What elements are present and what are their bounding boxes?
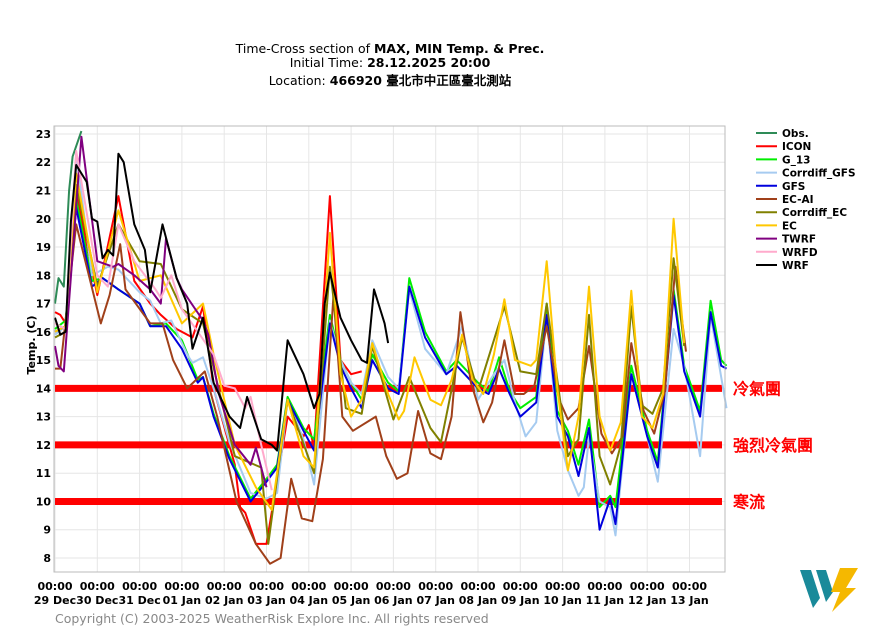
legend-label: G_13	[782, 154, 810, 166]
legend-label: WRFD	[782, 247, 818, 259]
x-tick-time: 00:00	[291, 580, 326, 593]
y-tick-labels: 8 9 10 11 12 13 14 15 16 17 18 19 20 21 22 23	[36, 128, 52, 565]
y-tick-label: 13	[36, 411, 51, 424]
x-tick-date: 05 Jan	[332, 594, 370, 607]
weatherrisk-logo	[800, 568, 858, 612]
series-line-corrdiff-ec	[54, 183, 686, 545]
x-tick-date: 10 Jan	[543, 594, 581, 607]
chart-title: Time-Cross section of MAX, MIN Temp. & P…	[235, 41, 545, 88]
x-tick-date: 07 Jan	[416, 594, 454, 607]
plot-frame	[53, 125, 726, 573]
legend-label: GFS	[782, 181, 805, 193]
y-tick-label: 22	[36, 156, 51, 169]
x-tick-time: 00:00	[334, 580, 369, 593]
legend-label: WRF	[782, 260, 809, 272]
series-line-obs-	[54, 130, 83, 304]
y-tick-label: 9	[43, 524, 51, 537]
y-tick-label: 14	[36, 382, 52, 395]
x-tick-date: 03 Jan	[247, 594, 285, 607]
y-tick-label: 11	[36, 467, 51, 480]
x-tick-time: 00:00	[503, 580, 538, 593]
x-tick-time: 00:00	[122, 580, 157, 593]
y-tick-label: 10	[36, 495, 52, 508]
legend-label: Corrdiff_EC	[782, 207, 847, 219]
legend-label: ICON	[782, 141, 811, 153]
x-tick-date: 31 Dec	[118, 594, 160, 607]
x-tick-time: 00:00	[672, 580, 707, 593]
threshold-label: 冷氣團	[733, 379, 781, 398]
series-line-ec-ai	[55, 223, 687, 565]
x-tick-date: 11 Jan	[586, 594, 624, 607]
y-tick-label: 17	[36, 298, 51, 311]
x-tick-date: 29 Dec	[34, 594, 76, 607]
grid-lines	[54, 126, 725, 572]
series-line-twrf	[54, 135, 268, 488]
x-tick-date: 01 Jan	[163, 594, 201, 607]
title-line-1: Time-Cross section of MAX, MIN Temp. & P…	[235, 41, 545, 56]
x-tick-time: 00:00	[249, 580, 284, 593]
x-tick-time: 00:00	[80, 580, 115, 593]
x-tick-time: 00:00	[418, 580, 453, 593]
series-line-ec	[54, 172, 686, 511]
threshold-label: 寒流	[732, 492, 765, 511]
x-tick-date: 13 Jan	[670, 594, 708, 607]
x-tick-time: 00:00	[164, 580, 199, 593]
y-tick-label: 16	[36, 326, 52, 339]
y-tick-label: 23	[36, 128, 51, 141]
series-line-wrfd	[54, 149, 273, 491]
x-tick-time: 00:00	[587, 580, 622, 593]
y-axis-label: Temp. (C)	[25, 316, 38, 375]
x-tick-date: 09 Jan	[501, 594, 539, 607]
y-tick-label: 8	[43, 552, 51, 565]
x-tick-time: 00:00	[207, 580, 242, 593]
y-tick-label: 15	[36, 354, 51, 367]
x-tick-time: 00:00	[545, 580, 580, 593]
x-tick-time: 00:00	[460, 580, 495, 593]
copyright-text: Copyright (C) 2003-2025 WeatherRisk Expl…	[55, 611, 489, 626]
x-tick-date: 08 Jan	[459, 594, 497, 607]
series-line-wrf	[54, 152, 390, 452]
x-tick-date: 30 Dec	[76, 594, 118, 607]
x-tick-time: 00:00	[37, 580, 72, 593]
y-tick-label: 21	[36, 184, 51, 197]
x-tick-date: 06 Jan	[374, 594, 412, 607]
legend-label: EC-AI	[782, 194, 814, 206]
legend-label: TWRF	[782, 234, 816, 246]
y-tick-label: 19	[36, 241, 51, 254]
legend-label: EC	[782, 220, 797, 232]
x-tick-time: 00:00	[630, 580, 665, 593]
x-tick-date: 12 Jan	[628, 594, 666, 607]
title-line-2: Initial Time: 28.12.2025 20:00	[290, 55, 491, 70]
legend-label: Corrdiff_GFS	[782, 168, 856, 180]
x-tick-date: 02 Jan	[205, 594, 243, 607]
x-tick-date: 04 Jan	[290, 594, 328, 607]
legend-label: Obs.	[782, 128, 809, 140]
x-tick-time: 00:00	[376, 580, 411, 593]
threshold-label: 強烈冷氣團	[733, 436, 813, 455]
y-tick-label: 20	[36, 213, 52, 226]
series-line-gfs	[54, 206, 727, 531]
series-lines	[54, 130, 728, 565]
y-tick-label: 12	[36, 439, 51, 452]
title-line-3: Location: 466920 臺北市中正區臺北測站	[269, 73, 512, 88]
series-line-corrdiff-gfs	[54, 152, 728, 537]
y-tick-label: 18	[36, 269, 51, 282]
